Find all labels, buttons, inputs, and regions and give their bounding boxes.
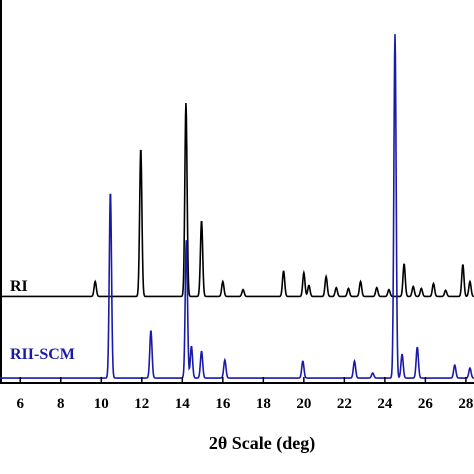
series-label-ri: RI	[10, 278, 28, 295]
series-layer	[0, 34, 474, 379]
x-axis-title: 2θ Scale (deg)	[209, 433, 315, 454]
x-tick-label: 20	[296, 396, 311, 412]
x-tick-label: 26	[418, 396, 434, 412]
x-tick-label: 6	[17, 396, 25, 412]
series-label-rii-scm: RII-SCM	[10, 346, 75, 363]
x-tick-label: 16	[215, 396, 231, 412]
x-tick-label: 18	[256, 396, 271, 412]
x-tick-label: 8	[57, 396, 65, 412]
x-ticks: 6 8 10 12 14 16 18 20 22 24 26 28	[17, 377, 473, 412]
x-tick-label: 14	[175, 396, 191, 412]
x-tick-label: 12	[134, 396, 149, 412]
x-tick-label: 24	[377, 396, 393, 412]
plot-frame	[0, 0, 474, 384]
x-tick-label: 22	[337, 396, 352, 412]
x-tick-label: 28	[458, 396, 473, 412]
series-line-ri	[0, 103, 474, 298]
x-tick-label: 10	[94, 396, 109, 412]
series-line-rii-scm	[0, 34, 474, 379]
